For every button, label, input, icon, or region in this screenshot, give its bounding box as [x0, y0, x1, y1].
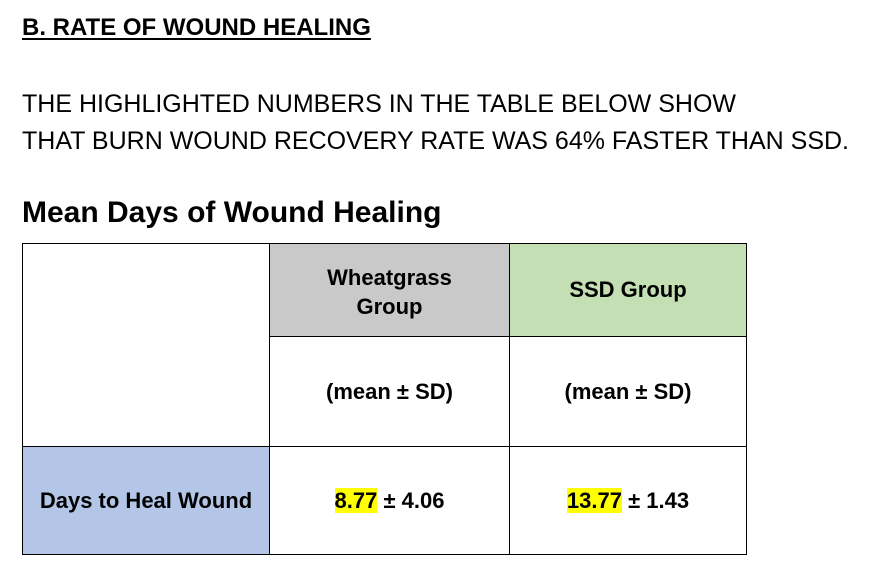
- table-row: Days to Heal Wound 8.77 ± 4.06 13.77 ± 1…: [22, 446, 747, 555]
- table-header-row: Wheatgrass Group SSD Group: [22, 243, 747, 447]
- paragraph-line-1: THE HIGHLIGHTED NUMBERS IN THE TABLE BEL…: [22, 90, 736, 118]
- highlighted-mean-ssd: 13.77: [566, 487, 622, 513]
- subheader-ssd: (mean ± SD): [509, 336, 747, 447]
- highlighted-mean-wheatgrass: 8.77: [334, 487, 378, 513]
- empty-corner-cell: [22, 243, 270, 447]
- table-subheader-row: (mean ± SD) (mean ± SD): [23, 336, 747, 447]
- subheader-wheatgrass: (mean ± SD): [269, 336, 510, 447]
- table-title: Mean Days of Wound Healing: [22, 196, 442, 229]
- section-title: B. RATE OF WOUND HEALING: [22, 14, 371, 41]
- row-label-days-to-heal: Days to Heal Wound: [22, 446, 270, 555]
- cell-ssd-value: 13.77 ± 1.43: [509, 446, 747, 555]
- header-ssd-group: SSD Group: [509, 243, 747, 337]
- header-wheatgrass-line1: Wheatgrass: [327, 265, 452, 290]
- header-wheatgrass-group: Wheatgrass Group: [269, 243, 510, 337]
- sd-wheatgrass: ± 4.06: [377, 487, 445, 513]
- wound-healing-table: Wheatgrass Group SSD Group (mean ± SD) (…: [22, 243, 747, 555]
- cell-wheatgrass-value: 8.77 ± 4.06: [269, 446, 510, 555]
- header-ssd-label: SSD Group: [569, 277, 687, 302]
- sd-ssd: ± 1.43: [621, 487, 690, 513]
- header-wheatgrass-line2: Group: [356, 294, 423, 319]
- paragraph-line-2: THAT BURN WOUND RECOVERY RATE WAS 64% FA…: [22, 127, 849, 155]
